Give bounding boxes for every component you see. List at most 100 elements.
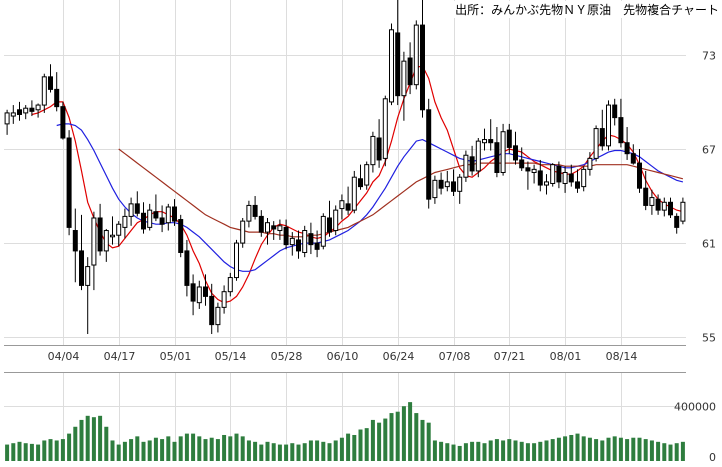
volume-bar	[575, 433, 580, 461]
volume-bar	[67, 433, 72, 461]
volume-bar	[649, 440, 654, 461]
chart-title-box	[423, 1, 721, 18]
candle-up	[91, 217, 97, 266]
candle-down	[537, 170, 543, 186]
candle-down	[438, 179, 444, 189]
volume-bar	[618, 437, 623, 461]
candle-down	[376, 137, 382, 161]
volume-bar	[420, 419, 425, 461]
volume-bar	[414, 413, 419, 461]
candle-down	[575, 181, 580, 189]
candle-down	[203, 286, 208, 297]
volume-bar	[643, 439, 648, 461]
volume-bars	[5, 402, 685, 461]
date-tick-label: 04/04	[48, 350, 80, 363]
volume-tick-label: 0	[709, 451, 716, 464]
candle-up	[550, 164, 556, 184]
date-tick-label: 05/28	[271, 350, 303, 363]
volume-bar	[544, 440, 549, 461]
candle-down	[153, 211, 159, 219]
candle-up	[680, 201, 686, 222]
volume-bar	[265, 441, 270, 461]
volume-bar	[271, 443, 276, 461]
candle-up	[227, 277, 233, 293]
volume-bar	[364, 428, 369, 461]
volume-bar	[135, 436, 140, 461]
volume-bar	[29, 443, 34, 461]
candle-up	[289, 237, 295, 246]
candle-down	[407, 57, 413, 86]
candle-down	[258, 215, 264, 233]
candle-up	[587, 157, 593, 170]
candle-down	[60, 106, 66, 139]
ma_short-line	[31, 65, 684, 304]
candle-up	[531, 168, 537, 173]
volume-bar	[203, 439, 208, 461]
candle-up	[562, 172, 568, 184]
candle-up	[544, 181, 549, 186]
volume-bar	[98, 415, 103, 461]
volume-bar	[17, 441, 22, 461]
candle-down	[494, 142, 500, 173]
candle-down	[252, 204, 258, 217]
candle-up	[475, 140, 481, 172]
volume-bar	[11, 443, 16, 461]
volume-bar	[5, 444, 10, 461]
volume-bar	[277, 444, 282, 461]
volume-bar	[383, 418, 388, 461]
volume-bar	[178, 436, 183, 461]
candle-up	[10, 112, 16, 117]
candle-up	[364, 164, 370, 186]
candle-down	[66, 137, 72, 228]
candle-up	[116, 223, 122, 236]
candle-down	[599, 128, 605, 147]
date-tick-label: 07/08	[439, 350, 471, 363]
candle-down	[184, 250, 190, 286]
volume-bar	[668, 444, 673, 461]
date-tick-label: 08/01	[550, 350, 582, 363]
volume-bar	[302, 443, 307, 461]
volume-bar	[116, 444, 121, 461]
candle-down	[395, 32, 401, 97]
candle-down	[345, 203, 351, 211]
candle-up	[649, 197, 655, 206]
volume-bar	[79, 419, 84, 461]
candle-down	[519, 159, 525, 169]
volume-bar	[370, 419, 375, 461]
volume-bar	[191, 433, 196, 461]
candle-down	[72, 230, 78, 252]
candle-up	[215, 306, 221, 326]
candle-down	[190, 283, 196, 302]
volume-bar	[160, 439, 165, 461]
volume-bar	[290, 443, 295, 461]
volume-bar	[451, 444, 456, 461]
price-tick-label: 67	[702, 144, 716, 157]
candle-up	[196, 286, 202, 304]
volume-bar	[594, 439, 599, 461]
volume-bar	[612, 436, 617, 461]
volume-bar	[569, 434, 574, 461]
volume-bar	[153, 437, 158, 461]
volume-tick-label: 400000	[674, 401, 716, 414]
candle-down	[674, 215, 680, 228]
candle-up	[581, 168, 587, 188]
volume-bar	[463, 443, 468, 461]
volume-bar	[457, 445, 462, 461]
candle-down	[134, 203, 140, 214]
volume-bar	[501, 440, 506, 461]
volume-bar	[197, 436, 202, 461]
price-tick-label: 55	[702, 332, 716, 345]
candle-up	[333, 209, 339, 232]
volume-bar	[426, 422, 431, 461]
candle-down	[451, 181, 456, 192]
volume-bar	[42, 440, 47, 461]
candle-up	[23, 107, 29, 114]
volume-bar	[525, 443, 530, 461]
volume-bar	[253, 441, 258, 461]
volume-bar	[556, 437, 561, 461]
price-tick-label: 73	[702, 50, 716, 63]
volume-bar	[513, 440, 518, 461]
volume-bar	[637, 437, 642, 461]
candle-up	[122, 215, 128, 228]
candle-up	[482, 139, 487, 144]
